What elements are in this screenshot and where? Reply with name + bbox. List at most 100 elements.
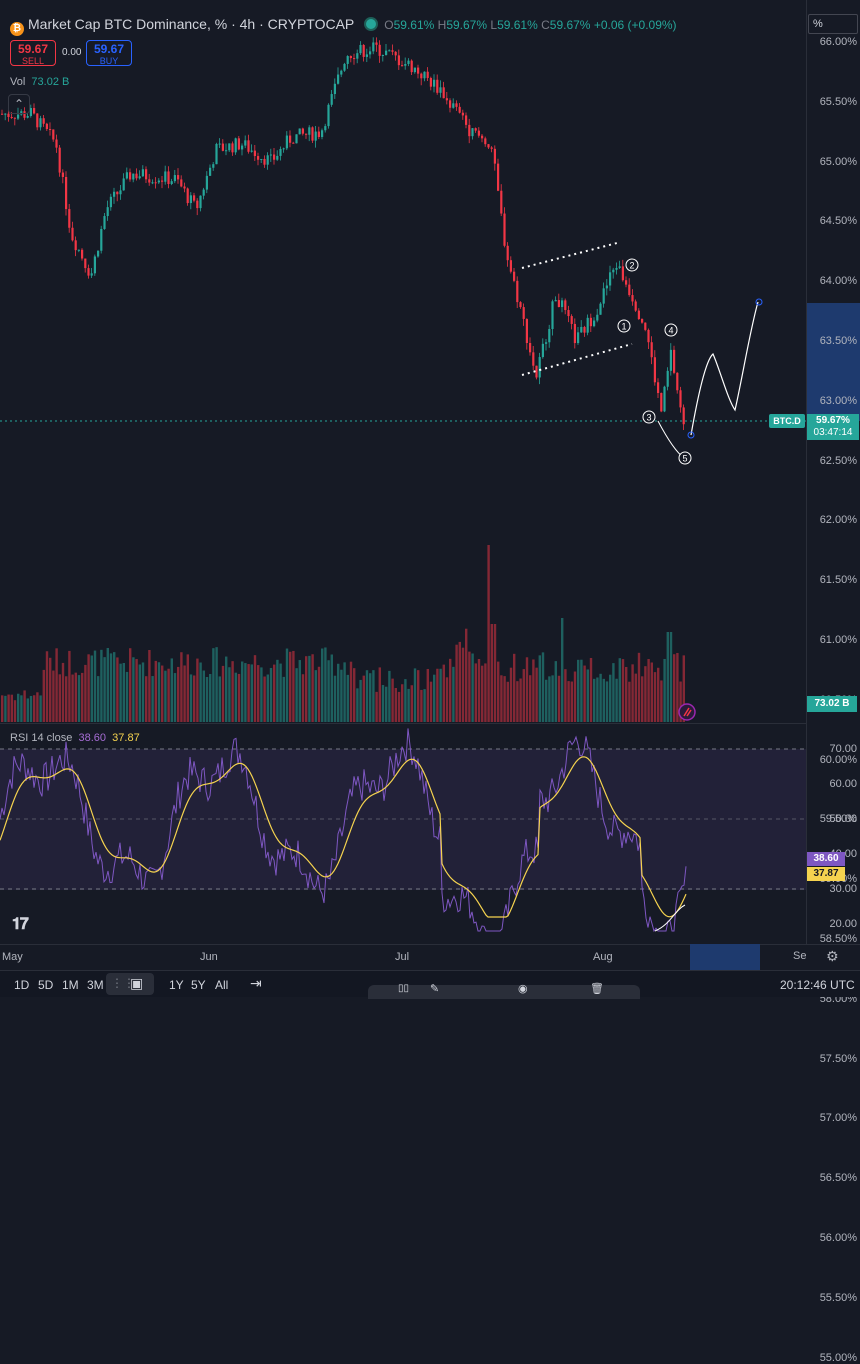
date-range-icon[interactable]: ⇥ <box>250 975 262 991</box>
candle <box>279 149 282 156</box>
range-3m[interactable]: 3M <box>87 978 104 992</box>
volume-bar <box>71 674 74 722</box>
time-label: Aug <box>593 951 613 963</box>
buy-button[interactable]: 59.67 BUY <box>86 40 132 66</box>
candle <box>369 51 372 55</box>
volume-bar <box>461 647 465 722</box>
price-axis[interactable]: 66.00% 65.50% 65.00% 64.50% 64.00% 63.50% 63.0… <box>806 0 860 1364</box>
candle <box>65 176 68 210</box>
range-1m[interactable]: 1M <box>62 978 79 992</box>
candle <box>157 180 160 183</box>
volume-bar <box>113 652 116 722</box>
candle <box>660 393 663 412</box>
pencil-icon[interactable]: ✎ <box>430 983 440 995</box>
candle <box>609 272 612 286</box>
volume-bar <box>4 695 7 722</box>
sell-button[interactable]: 59.67 SELL <box>10 40 56 66</box>
candle <box>221 143 224 151</box>
price-tick: 62.00% <box>819 514 857 527</box>
candle <box>596 314 599 321</box>
candle <box>215 143 218 165</box>
rsi-legend[interactable]: RSI 14 close 38.60 37.87 <box>10 732 140 744</box>
candle <box>583 326 586 333</box>
pane-separator[interactable] <box>0 723 860 724</box>
symbol-title[interactable]: Market Cap BTC Dominance, % · 4h · CRYPT… <box>28 16 355 32</box>
candle <box>567 310 570 317</box>
price-chart[interactable]: 1 2 3 4 5 <box>0 0 806 944</box>
price-tick: 64.50% <box>819 215 857 228</box>
candle <box>4 113 7 115</box>
range-1y[interactable]: 1Y <box>169 978 184 992</box>
candle <box>113 191 116 197</box>
chart-area[interactable] <box>0 0 806 944</box>
candle <box>106 207 109 217</box>
settings-icon[interactable]: ⚙ <box>826 948 839 964</box>
range-5d[interactable]: 5D <box>38 978 54 992</box>
range-1d[interactable]: 1D <box>14 978 30 992</box>
range-5y[interactable]: 5Y <box>191 978 206 992</box>
candle <box>308 127 311 135</box>
collapse-legend-button[interactable]: ⌃ <box>8 94 30 114</box>
volume-bar <box>637 652 641 722</box>
candle <box>618 266 621 268</box>
volume-bar <box>401 684 404 722</box>
volume-bar <box>317 666 321 722</box>
volume-bar <box>241 661 244 722</box>
volume-bar <box>580 659 583 722</box>
candle <box>167 171 170 185</box>
volume-bar <box>500 675 503 722</box>
volume-bar <box>68 650 71 722</box>
volume-bar <box>161 665 164 722</box>
candle <box>637 310 640 319</box>
price-tick: 65.00% <box>819 155 857 168</box>
layout-icon[interactable]: ▯▯ <box>398 983 410 994</box>
volume-bar <box>26 698 29 722</box>
volume-legend[interactable]: Vol 73.02 B <box>10 76 70 88</box>
trash-icon[interactable]: 🗑 <box>590 983 604 995</box>
candle <box>39 118 42 128</box>
candle <box>586 317 589 333</box>
candle <box>71 227 74 241</box>
candle <box>321 130 324 137</box>
candle <box>493 148 496 164</box>
price-tick: 66.00% <box>819 36 857 48</box>
candle <box>628 284 631 296</box>
projection-end-point <box>755 298 763 306</box>
candle <box>372 42 375 52</box>
hide-icon[interactable]: ◉ <box>518 983 528 995</box>
candle <box>180 179 183 187</box>
candle <box>420 73 423 79</box>
volume-bar <box>468 651 471 722</box>
candle <box>244 140 247 146</box>
volume-bar <box>167 668 170 722</box>
volume-bar <box>340 669 343 722</box>
candle <box>81 249 84 259</box>
volume-bar <box>138 664 141 722</box>
volume-bar <box>289 651 292 722</box>
volume-bar <box>29 695 33 722</box>
drawing-toolbar[interactable]: ▯▯ ✎ ◉ 🗑 <box>368 983 640 999</box>
volume-bar <box>247 664 250 722</box>
candle <box>36 113 39 128</box>
drag-handle-icon: ⋮⋮ <box>111 976 135 990</box>
volume-bar <box>285 648 289 722</box>
volume-bar <box>244 663 247 722</box>
candle <box>26 115 29 118</box>
volume-bar <box>52 670 55 722</box>
candle <box>273 154 276 160</box>
price-tick: 56.50% <box>819 1172 857 1185</box>
candle <box>577 332 580 344</box>
screenshot-button[interactable]: ⋮⋮ ▣ <box>106 973 154 995</box>
price-tick: 63.00% <box>819 394 857 407</box>
candle <box>247 140 250 152</box>
candle <box>93 256 96 274</box>
volume-bar <box>615 678 618 722</box>
volume-bar <box>676 652 679 722</box>
candle <box>365 54 368 57</box>
volume-bar <box>628 681 631 722</box>
candle <box>250 150 253 152</box>
volume-bar <box>618 658 621 722</box>
scale-mode-button[interactable]: % <box>808 14 858 34</box>
tradingview-logo[interactable]: 𝟏𝟕 <box>12 916 29 933</box>
range-all[interactable]: All <box>215 978 229 992</box>
